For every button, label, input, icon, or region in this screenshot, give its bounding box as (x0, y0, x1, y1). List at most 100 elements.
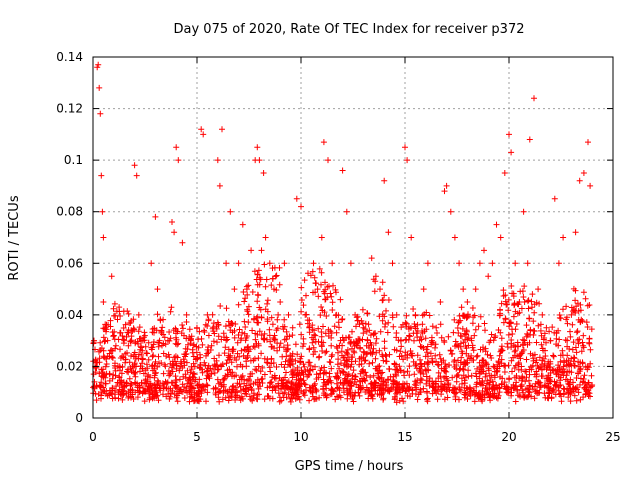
data-point (178, 330, 185, 337)
data-point (288, 368, 295, 375)
data-point (381, 345, 388, 352)
data-point (568, 304, 575, 311)
data-point (493, 221, 500, 228)
data-point (140, 370, 147, 377)
data-point (349, 328, 355, 335)
data-point (218, 381, 225, 388)
data-point (196, 328, 203, 335)
data-point (289, 332, 296, 339)
data-point (555, 342, 562, 349)
data-point (569, 346, 576, 353)
data-point (567, 398, 574, 405)
data-point (334, 361, 341, 368)
data-point (326, 370, 333, 377)
data-point (152, 358, 159, 365)
data-point (565, 394, 572, 401)
data-point (512, 260, 519, 267)
data-point (484, 351, 491, 358)
data-point (166, 329, 173, 335)
data-point (223, 260, 230, 267)
data-point (298, 308, 305, 315)
data-point (514, 386, 521, 393)
data-point (475, 323, 482, 330)
data-point (472, 326, 479, 333)
data-point (237, 383, 244, 390)
data-point (193, 349, 200, 356)
data-point (115, 395, 122, 402)
data-point (506, 131, 512, 138)
data-point (198, 384, 205, 391)
data-point (390, 377, 397, 384)
data-point (412, 323, 418, 330)
data-point (525, 297, 532, 304)
data-point (275, 382, 282, 389)
data-point (429, 390, 436, 397)
data-point (293, 376, 300, 383)
data-point (176, 367, 183, 374)
data-point (369, 349, 376, 356)
data-point (300, 302, 307, 309)
data-point (488, 372, 495, 379)
data-point (205, 316, 212, 323)
data-point (370, 345, 377, 352)
data-point (573, 303, 580, 310)
data-point (210, 328, 217, 335)
data-point (432, 344, 438, 351)
data-point (347, 389, 354, 396)
data-point (336, 365, 343, 372)
data-point (190, 341, 197, 348)
data-point (309, 366, 316, 373)
data-point (253, 395, 260, 402)
data-point (582, 295, 589, 302)
data-point (525, 386, 531, 393)
data-point (392, 366, 399, 373)
data-point (510, 313, 517, 320)
data-point (380, 395, 387, 402)
data-point (276, 281, 283, 288)
data-point (587, 393, 593, 400)
data-point (559, 369, 566, 376)
data-point (169, 387, 176, 394)
data-point (125, 369, 132, 376)
data-point (523, 356, 530, 363)
data-point (312, 289, 319, 296)
data-point (311, 331, 318, 338)
data-point (369, 359, 376, 366)
data-point (347, 339, 354, 346)
data-point (269, 275, 276, 282)
data-point (556, 314, 563, 321)
data-point (149, 362, 156, 369)
data-point (490, 393, 497, 400)
data-point (477, 313, 484, 320)
data-point (574, 328, 581, 335)
data-point (185, 341, 191, 348)
data-point (424, 398, 431, 405)
data-point (336, 342, 343, 349)
data-point (115, 363, 121, 370)
data-point (493, 368, 500, 375)
data-point (432, 352, 439, 359)
data-point (573, 329, 580, 336)
data-point (417, 333, 424, 340)
data-point (550, 353, 557, 360)
data-point (458, 333, 465, 340)
data-point (126, 359, 133, 366)
data-point (215, 389, 222, 395)
data-point (199, 369, 206, 376)
data-point (580, 376, 587, 382)
data-point (435, 375, 442, 382)
data-point (222, 372, 229, 379)
data-point (451, 385, 458, 392)
data-point (501, 170, 508, 176)
data-point (211, 355, 218, 362)
data-point (214, 376, 221, 383)
data-point (381, 177, 388, 184)
y-tick-label: 0 (75, 411, 83, 425)
data-point (489, 260, 496, 267)
data-point (312, 348, 318, 355)
data-point (485, 273, 492, 280)
data-point (315, 354, 322, 361)
data-point (423, 388, 430, 395)
data-point (173, 385, 180, 392)
